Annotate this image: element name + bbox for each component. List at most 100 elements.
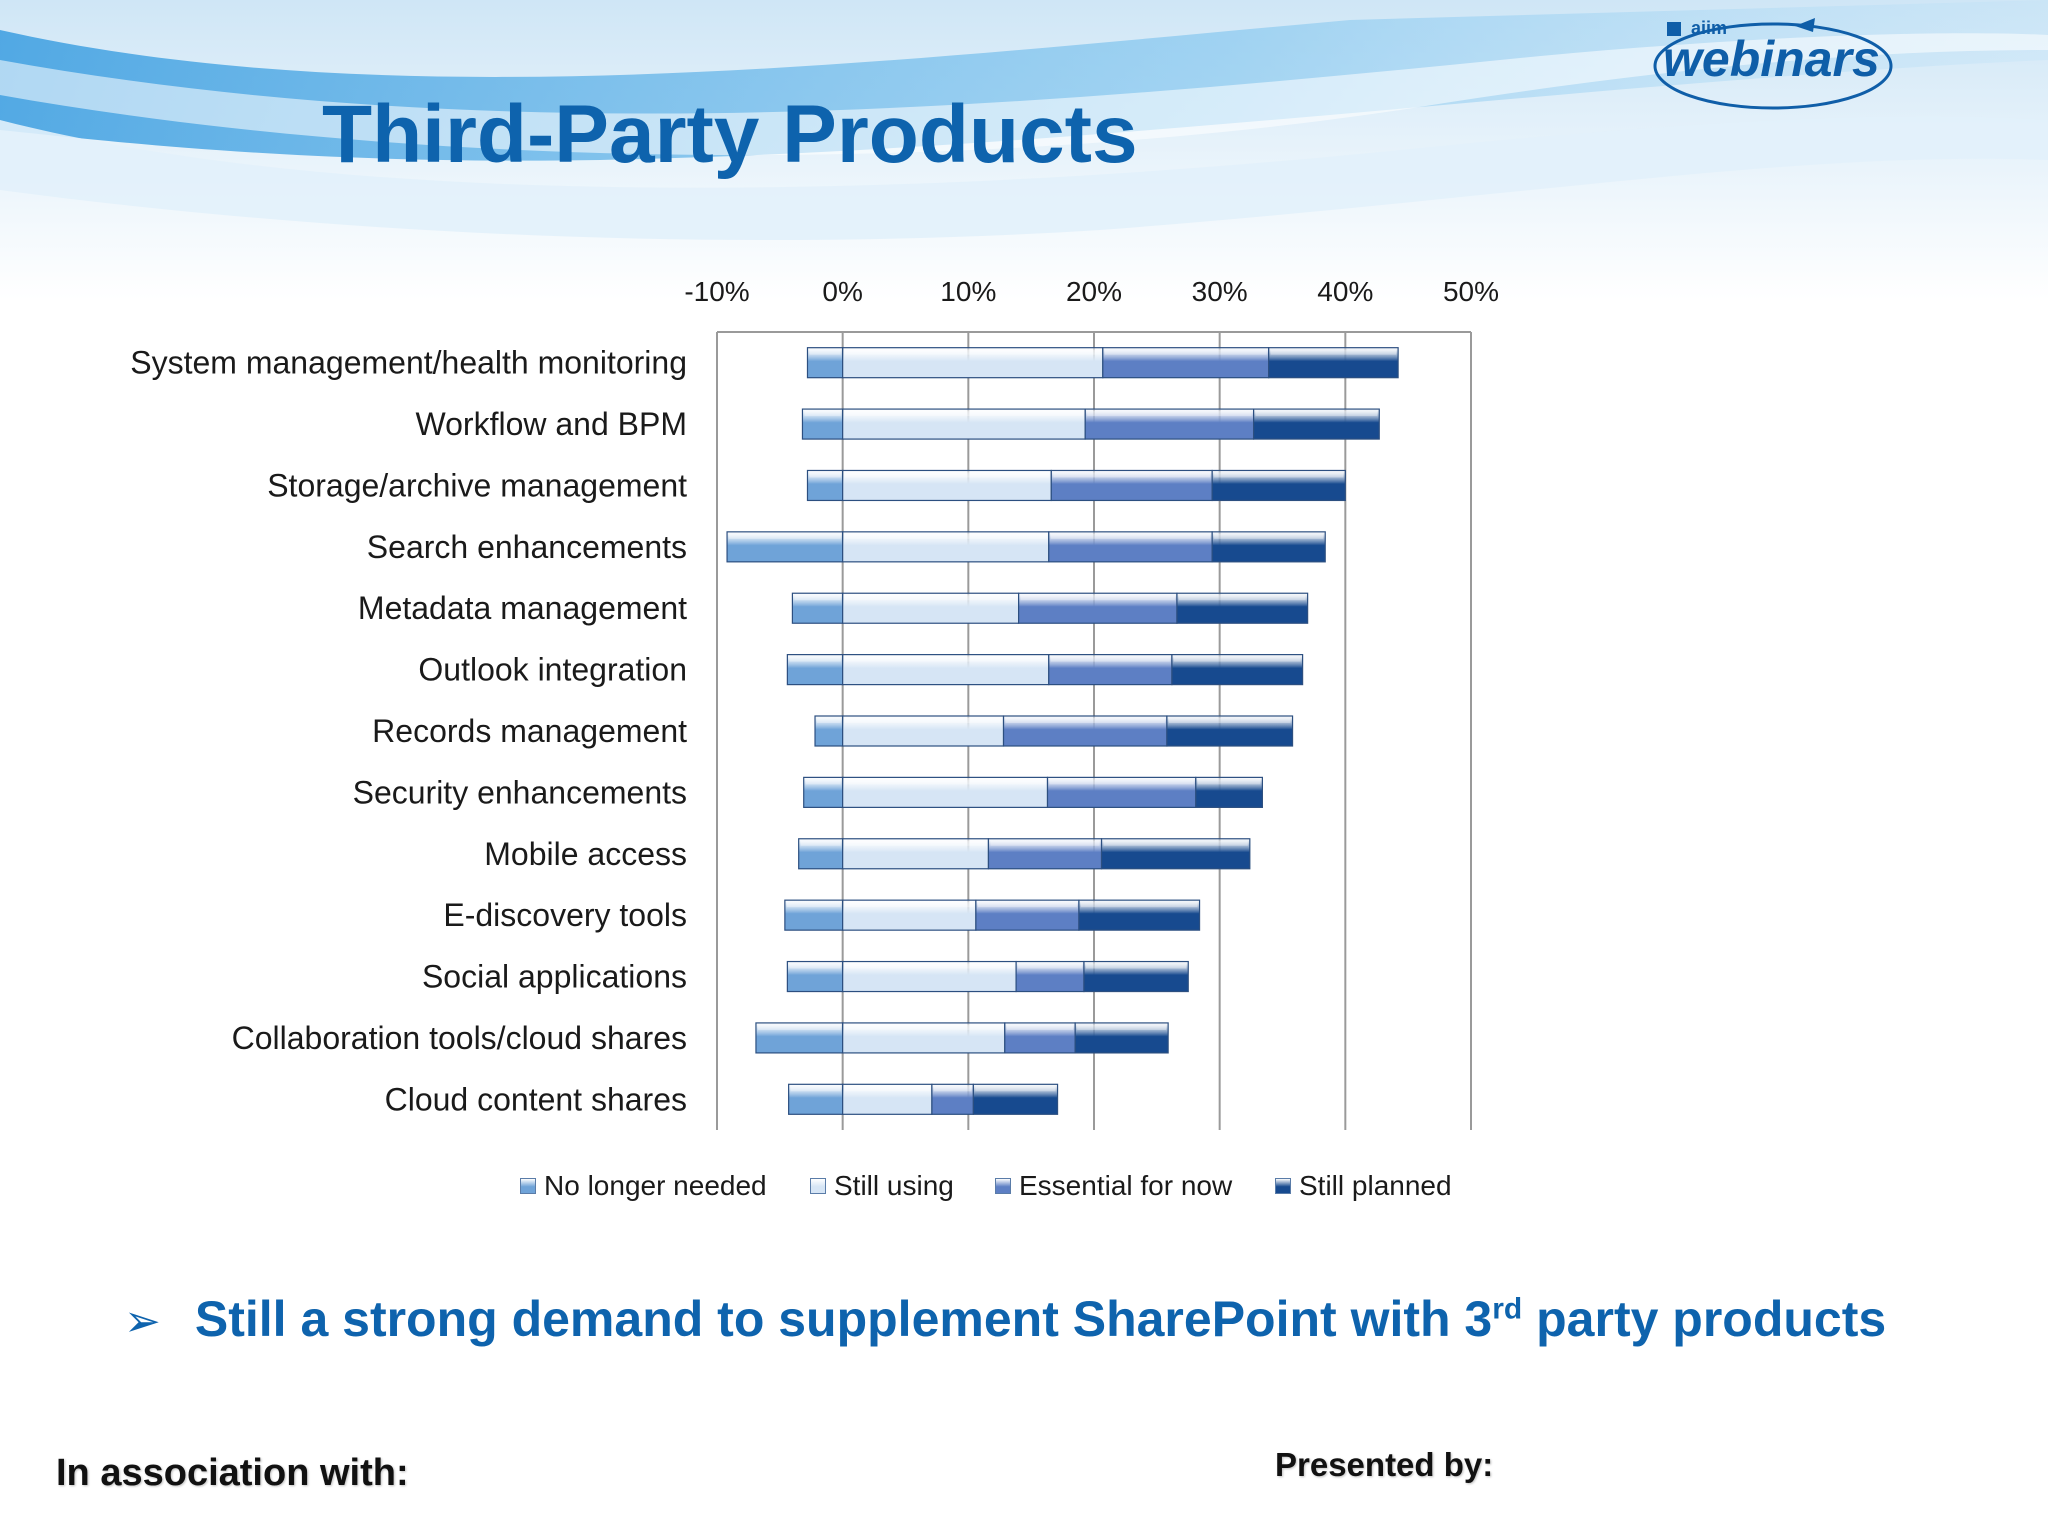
bar-segment [1102, 347, 1270, 379]
bar-highlight [1087, 411, 1252, 417]
bar-segment [1268, 347, 1399, 379]
bar-highlight [844, 349, 1101, 355]
x-tick-label: 50% [1443, 276, 1499, 307]
legend-label: No longer needed [544, 1170, 767, 1201]
bar-highlight [805, 779, 841, 785]
x-tick-label: 10% [940, 276, 996, 307]
bar-segment [786, 654, 844, 686]
bar-segment [1195, 776, 1263, 808]
x-tick-label: 0% [822, 276, 862, 307]
x-tick-label: 30% [1192, 276, 1248, 307]
bar-segment [1211, 531, 1326, 563]
bar-segment [798, 838, 844, 870]
legend-swatch-icon [995, 1178, 1011, 1194]
bar-segment [842, 469, 1052, 502]
bar-highlight [1053, 472, 1211, 478]
category-label: Records management [372, 713, 687, 749]
bar-segment [1048, 531, 1213, 563]
category-label: E-discovery tools [443, 897, 687, 933]
bar-segment [842, 531, 1050, 563]
category-label: Search enhancements [367, 529, 687, 565]
bar-highlight [1270, 349, 1397, 355]
category-label: System management/health monitoring [130, 345, 687, 381]
bar-highlight [1214, 472, 1344, 478]
legend-swatch-icon [520, 1178, 536, 1194]
bar-segment [842, 776, 1049, 808]
bar-highlight [844, 656, 1047, 662]
bar-segment [972, 1083, 1059, 1115]
category-label: Social applications [422, 959, 687, 995]
bar-highlight [1255, 411, 1378, 417]
bar-highlight [844, 963, 1015, 969]
logo-swoosh-icon [1653, 18, 1893, 110]
category-label: Cloud content shares [385, 1081, 687, 1117]
bar-highlight [844, 472, 1050, 478]
bar-segment [842, 838, 990, 870]
bar-highlight [933, 1086, 972, 1092]
x-tick-label: 20% [1066, 276, 1122, 307]
bar-segment [1002, 715, 1168, 747]
bar-highlight [789, 656, 841, 662]
bar-highlight [1085, 963, 1187, 969]
bar-segment [1083, 960, 1189, 993]
legend-item: Still using [810, 1170, 954, 1202]
bar-highlight [844, 779, 1046, 785]
legend-label: Still using [834, 1170, 954, 1201]
bar-segment [1084, 408, 1255, 440]
bar-segment [1100, 838, 1251, 870]
bar-segment [842, 408, 1086, 440]
bar-segment [1078, 899, 1201, 931]
bar-segment [1176, 592, 1309, 624]
bar-segment [987, 838, 1103, 870]
bar-segment [803, 776, 844, 808]
bar-highlight [844, 902, 974, 908]
bar-highlight [1168, 718, 1291, 723]
bar-highlight [1104, 349, 1267, 355]
bar-segment [842, 347, 1104, 379]
bar-highlight [794, 595, 841, 601]
x-tick-label: -10% [684, 276, 749, 307]
logo-webinars-text: webinars [1663, 31, 1880, 87]
bar-highlight [1080, 902, 1198, 908]
legend-label: Essential for now [1019, 1170, 1233, 1201]
header-wave-background [0, 0, 2048, 300]
legend-item: Still planned [1275, 1170, 1452, 1202]
logo-aiim-text: aiim [1691, 18, 1728, 38]
bar-highlight [786, 902, 841, 908]
category-label: Mobile access [484, 836, 687, 872]
bar-segment [801, 408, 844, 440]
bar-segment [806, 469, 844, 502]
bar-segment [842, 1083, 933, 1115]
legend-item: No longer needed [520, 1170, 767, 1202]
bar-segment [842, 715, 1005, 747]
bullet-text-end: party products [1522, 1291, 1887, 1347]
bullet-text-superscript: rd [1492, 1292, 1523, 1326]
category-label: Metadata management [358, 590, 687, 626]
bar-highlight [975, 1086, 1056, 1092]
footer-presenter-label: Presented by: [1275, 1446, 1494, 1483]
bar-segment [784, 899, 844, 931]
footer-association-label: In association with: [56, 1452, 409, 1494]
bar-highlight [1178, 595, 1306, 601]
bar-highlight [789, 963, 841, 969]
bar-highlight [1103, 840, 1248, 846]
bar-highlight [800, 840, 841, 846]
bar-segment [842, 592, 1020, 624]
bar-highlight [844, 718, 1002, 723]
stacked-bar-chart: -10% 0% 10% 20% 30% 40% 50% System management/h… [130, 276, 1499, 1130]
bar-segment [1048, 654, 1173, 686]
bar-segment [1252, 408, 1380, 440]
bar-highlight [1050, 533, 1211, 539]
bar-segment [975, 899, 1080, 931]
bar-segment [806, 347, 844, 379]
category-label: Security enhancements [353, 774, 687, 810]
bar-highlight [990, 840, 1100, 846]
slide-title: Third-Party Products [322, 89, 1138, 180]
chart-legend: No longer needed Still using Essential for… [0, 1170, 2048, 1210]
bar-segment [842, 899, 977, 931]
category-label: Workflow and BPM [416, 406, 688, 442]
bar-highlight [844, 411, 1084, 417]
bar-segment [842, 960, 1017, 993]
bar-highlight [977, 902, 1077, 908]
legend-swatch-icon [1275, 1178, 1291, 1194]
